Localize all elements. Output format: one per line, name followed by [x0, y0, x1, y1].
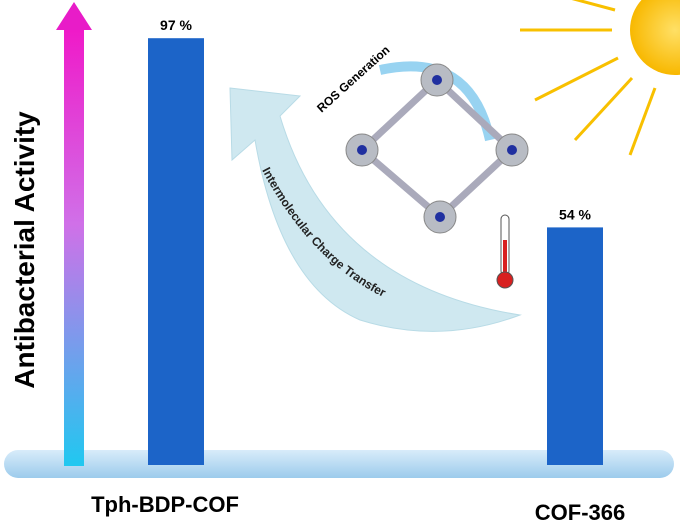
x-tick-label: COF-366 [535, 500, 625, 525]
bar [148, 38, 204, 465]
activity-arrow [56, 2, 92, 466]
sun [520, 0, 680, 156]
transfer-arrow [229, 87, 522, 332]
value-label: 97 % [160, 17, 192, 33]
thermometer [496, 214, 514, 289]
value-label: 54 % [559, 206, 591, 222]
bar [547, 227, 603, 465]
x-tick-label: Tph-BDP-COF [91, 492, 239, 517]
annotation: ROS Generation [314, 43, 392, 115]
y-axis-label: Antibacterial Activity [9, 111, 40, 389]
molecule [345, 61, 529, 234]
